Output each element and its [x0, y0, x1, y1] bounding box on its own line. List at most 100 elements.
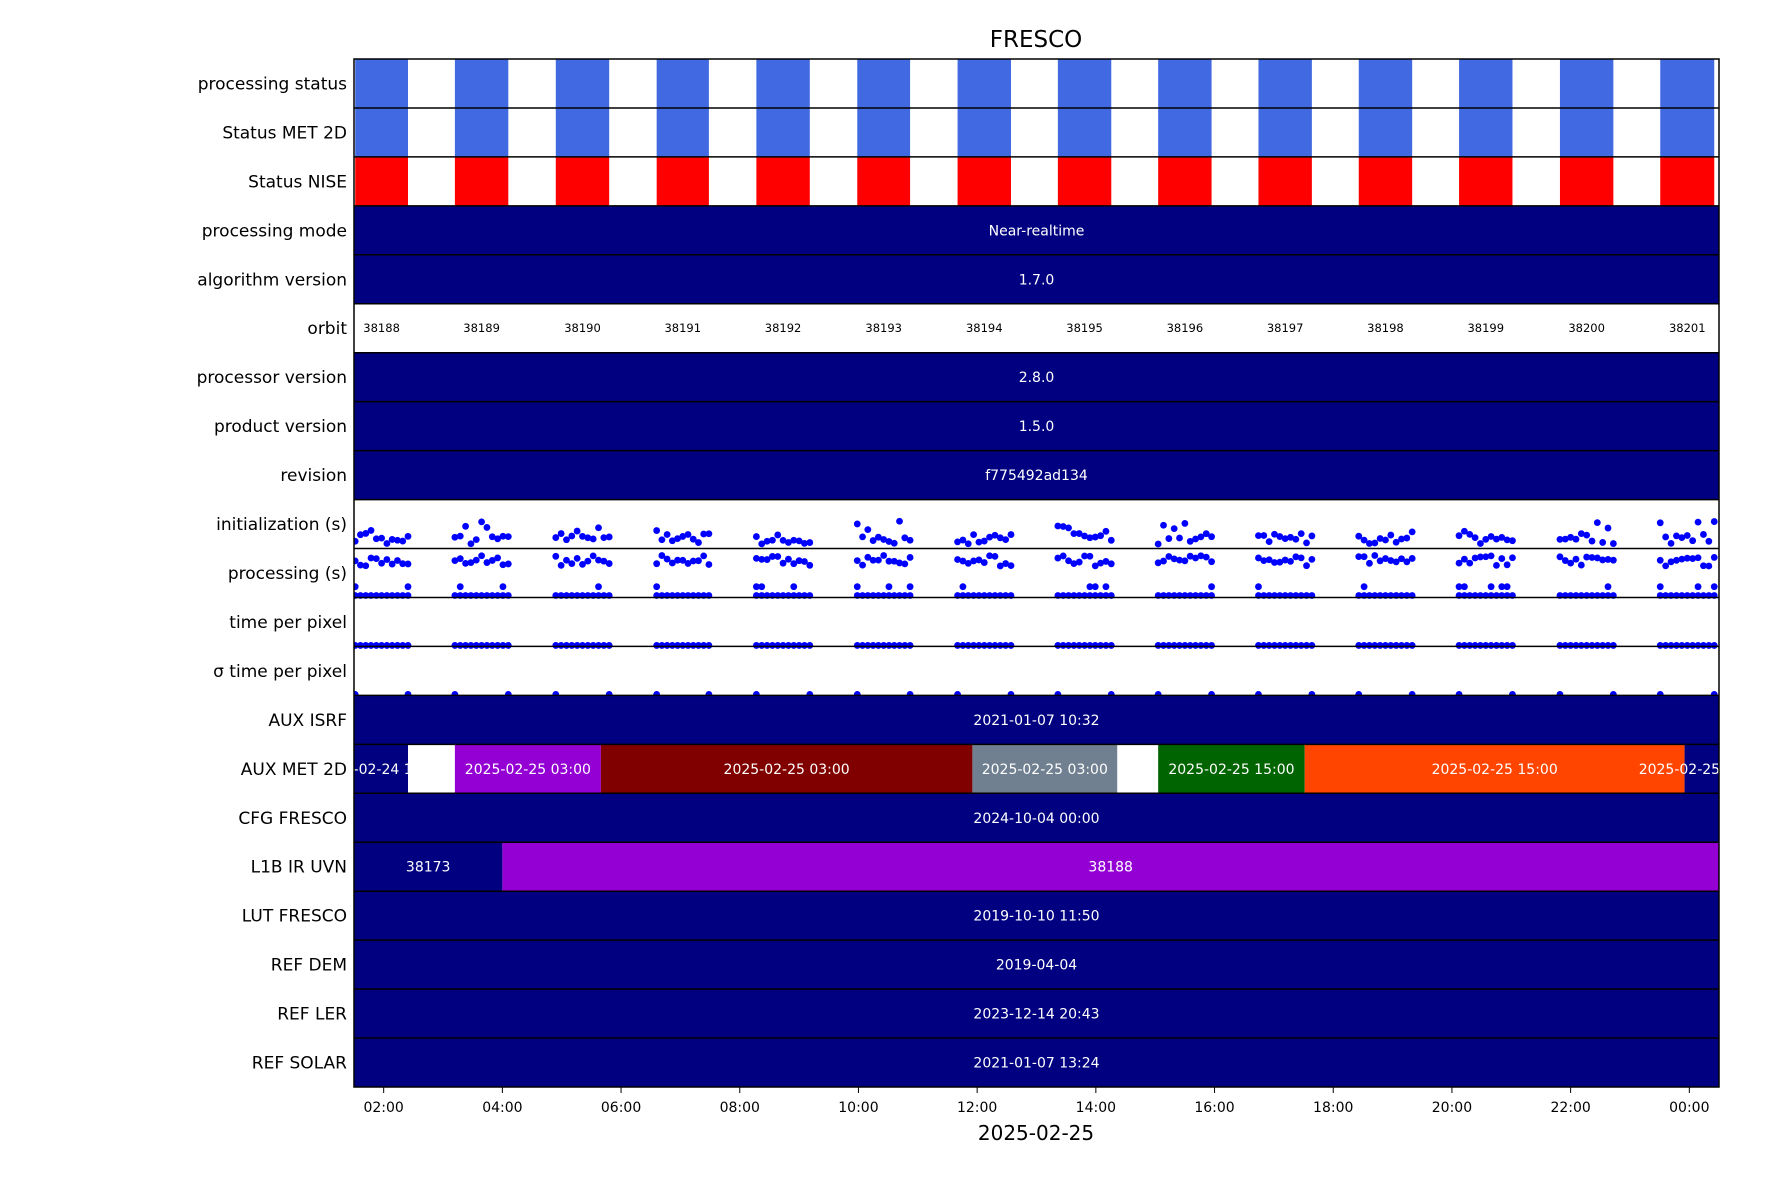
data-point — [1170, 555, 1178, 563]
data-point — [1487, 533, 1495, 540]
data-point — [1710, 642, 1718, 649]
status-block — [656, 107, 709, 157]
data-point — [1398, 555, 1405, 563]
data-point — [964, 540, 972, 548]
bar-segment — [972, 744, 1118, 794]
data-point — [1007, 562, 1015, 569]
data-point — [1577, 530, 1585, 538]
data-point — [584, 534, 592, 542]
data-point — [1673, 556, 1680, 564]
data-point — [790, 560, 798, 568]
data-point — [1599, 556, 1607, 564]
data-point — [399, 537, 407, 545]
data-point — [1455, 559, 1463, 567]
data-point — [483, 524, 491, 531]
data-point — [1075, 558, 1083, 566]
data-point — [1572, 535, 1580, 543]
status-block — [957, 107, 1011, 157]
data-point — [1091, 583, 1099, 591]
data-point — [1287, 557, 1294, 565]
data-point — [1170, 525, 1178, 533]
row-label-time-per-pixel: σ time per pixel — [213, 662, 347, 682]
bar-segment-label: 2.8.0 — [1019, 370, 1055, 386]
data-point — [695, 557, 702, 565]
data-point — [1493, 535, 1500, 543]
data-point — [354, 557, 359, 565]
row-label-processor-version: processor version — [197, 368, 347, 388]
bar-segment — [1684, 744, 1719, 794]
row-label-algorithm-version: algorithm version — [197, 270, 347, 290]
data-point — [964, 559, 972, 567]
data-point — [980, 559, 988, 566]
data-point — [880, 552, 888, 559]
data-point — [763, 556, 771, 563]
data-point — [653, 527, 661, 534]
data-point — [986, 533, 994, 541]
status-block — [355, 107, 409, 157]
data-point — [1694, 583, 1702, 591]
data-point — [456, 555, 464, 563]
data-point — [980, 537, 988, 545]
status-block — [555, 107, 610, 157]
data-point — [1102, 527, 1110, 535]
status-block — [1559, 107, 1614, 157]
data-point — [1065, 557, 1072, 565]
status-block — [1358, 107, 1413, 157]
data-point — [954, 556, 961, 563]
data-point — [568, 560, 576, 568]
data-point — [906, 642, 914, 649]
data-point — [1683, 532, 1691, 539]
row-label-aux-isrf: AUX ISRF — [268, 711, 347, 731]
data-point — [372, 555, 380, 563]
data-point — [600, 557, 608, 565]
data-point — [1583, 531, 1591, 539]
data-point — [653, 583, 661, 591]
data-point — [1403, 534, 1411, 542]
data-point — [1710, 518, 1718, 525]
data-point — [906, 583, 914, 591]
data-point — [1091, 562, 1099, 570]
data-point — [1154, 559, 1162, 567]
row-label-status-nise: Status NISE — [248, 172, 347, 192]
bar-segment — [354, 793, 1719, 843]
orbit-number: 38196 — [1167, 321, 1204, 335]
data-point — [1683, 554, 1691, 562]
data-point — [1482, 553, 1490, 561]
data-point — [1360, 583, 1368, 591]
data-point — [901, 560, 909, 568]
data-point — [653, 560, 661, 568]
data-point — [806, 642, 814, 649]
bar-segment-label: 2025-02-25 03:00 — [724, 762, 850, 778]
orbit-number: 38195 — [1066, 321, 1103, 335]
status-block — [1057, 59, 1112, 108]
data-point — [763, 537, 771, 545]
data-point — [1482, 535, 1490, 543]
data-point — [478, 552, 485, 560]
orbit-number: 38190 — [564, 321, 601, 335]
data-point — [399, 560, 407, 568]
data-point — [859, 561, 866, 569]
data-point — [1265, 556, 1273, 564]
data-point — [1382, 555, 1389, 562]
data-point — [1208, 583, 1215, 591]
data-point — [954, 538, 961, 546]
status-block — [1158, 107, 1212, 157]
data-point — [568, 532, 576, 540]
orbit-number: 38192 — [765, 321, 802, 335]
data-point — [1360, 553, 1368, 561]
data-point — [504, 642, 512, 649]
data-point — [589, 535, 597, 543]
data-point — [1593, 519, 1601, 526]
bar-segment — [354, 744, 409, 794]
data-point — [483, 559, 491, 566]
bar-segment-label: 2025-02-25 15:00 — [1639, 762, 1765, 778]
data-point — [959, 583, 967, 591]
data-point — [563, 536, 570, 544]
data-point — [1460, 555, 1468, 563]
bar-segment — [1304, 744, 1685, 794]
data-point — [779, 559, 787, 567]
data-point — [1002, 536, 1010, 544]
data-point — [795, 557, 803, 565]
data-point — [1700, 562, 1707, 570]
data-point — [885, 583, 893, 591]
